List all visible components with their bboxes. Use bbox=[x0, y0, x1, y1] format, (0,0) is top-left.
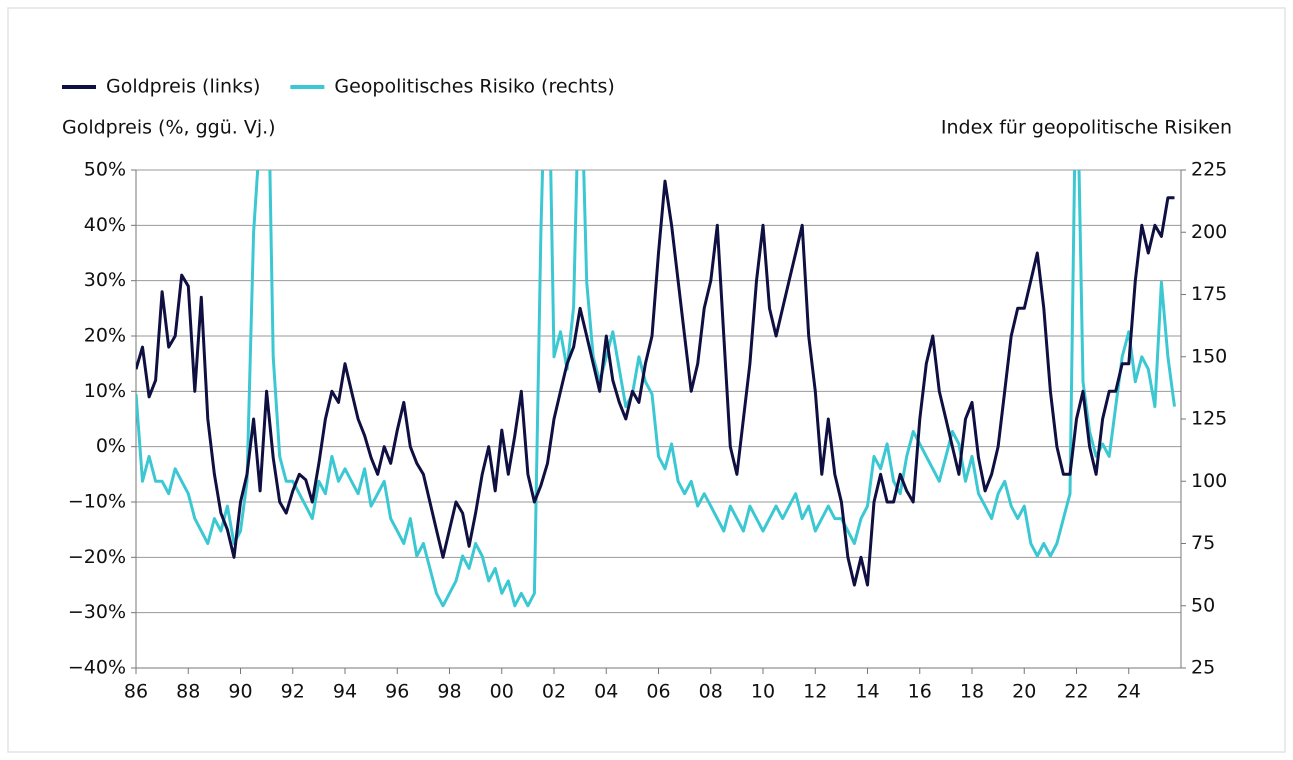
x-tick-label: 98 bbox=[437, 681, 461, 703]
y-tick-label: 40% bbox=[84, 214, 126, 236]
x-tick-label: 24 bbox=[1117, 681, 1141, 703]
series-line bbox=[136, 170, 1176, 608]
x-tick-label: 08 bbox=[699, 681, 723, 703]
x-tick-label: 94 bbox=[333, 681, 357, 703]
x-tick-label: 06 bbox=[646, 681, 670, 703]
x-tick-label: 88 bbox=[176, 681, 200, 703]
x-tick-label: 04 bbox=[594, 681, 618, 703]
y-axis-label: Goldpreis (%, ggü. Vj.) bbox=[62, 117, 276, 139]
x-tick-label: 22 bbox=[1064, 681, 1088, 703]
x-tick-label: 12 bbox=[803, 681, 827, 703]
y2-tick-label: 125 bbox=[1191, 408, 1227, 430]
y-tick-label: −10% bbox=[68, 491, 126, 513]
x-tick-label: 90 bbox=[228, 681, 252, 703]
series-line bbox=[136, 179, 1175, 587]
y-tick-label: 50% bbox=[84, 159, 126, 181]
y-tick-label: 20% bbox=[84, 325, 126, 347]
y2-tick-label: 25 bbox=[1191, 657, 1215, 679]
y2-tick-label: 200 bbox=[1191, 221, 1227, 243]
y-tick-label: 0% bbox=[96, 435, 126, 457]
frame bbox=[7, 7, 1286, 753]
y-tick-label: 10% bbox=[84, 380, 126, 402]
y2-tick-label: 225 bbox=[1191, 159, 1227, 181]
x-tick-label: 14 bbox=[855, 681, 879, 703]
y2-tick-label: 175 bbox=[1191, 283, 1227, 305]
legend-label: Goldpreis (links) bbox=[106, 76, 260, 98]
y2-tick-label: 150 bbox=[1191, 345, 1227, 367]
y2-tick-label: 50 bbox=[1191, 594, 1215, 616]
y2-tick-label: 75 bbox=[1191, 532, 1215, 554]
y-tick-label: 30% bbox=[84, 269, 126, 291]
y2-axis-label: Index für geopolitische Risiken bbox=[941, 117, 1232, 139]
x-tick-label: 00 bbox=[490, 681, 514, 703]
x-tick-label: 10 bbox=[751, 681, 775, 703]
plot-area bbox=[136, 170, 1176, 608]
x-tick-label: 18 bbox=[960, 681, 984, 703]
x-tick-label: 20 bbox=[1012, 681, 1036, 703]
y-tick-label: −20% bbox=[68, 546, 126, 568]
x-tick-label: 86 bbox=[124, 681, 148, 703]
y2-tick-label: 100 bbox=[1191, 470, 1227, 492]
legend-label: Geopolitisches Risiko (rechts) bbox=[334, 76, 614, 98]
x-tick-label: 16 bbox=[908, 681, 932, 703]
y-tick-label: −30% bbox=[68, 601, 126, 623]
x-tick-label: 96 bbox=[385, 681, 409, 703]
x-tick-label: 92 bbox=[281, 681, 305, 703]
y-tick-label: −40% bbox=[68, 657, 126, 679]
x-tick-label: 02 bbox=[542, 681, 566, 703]
